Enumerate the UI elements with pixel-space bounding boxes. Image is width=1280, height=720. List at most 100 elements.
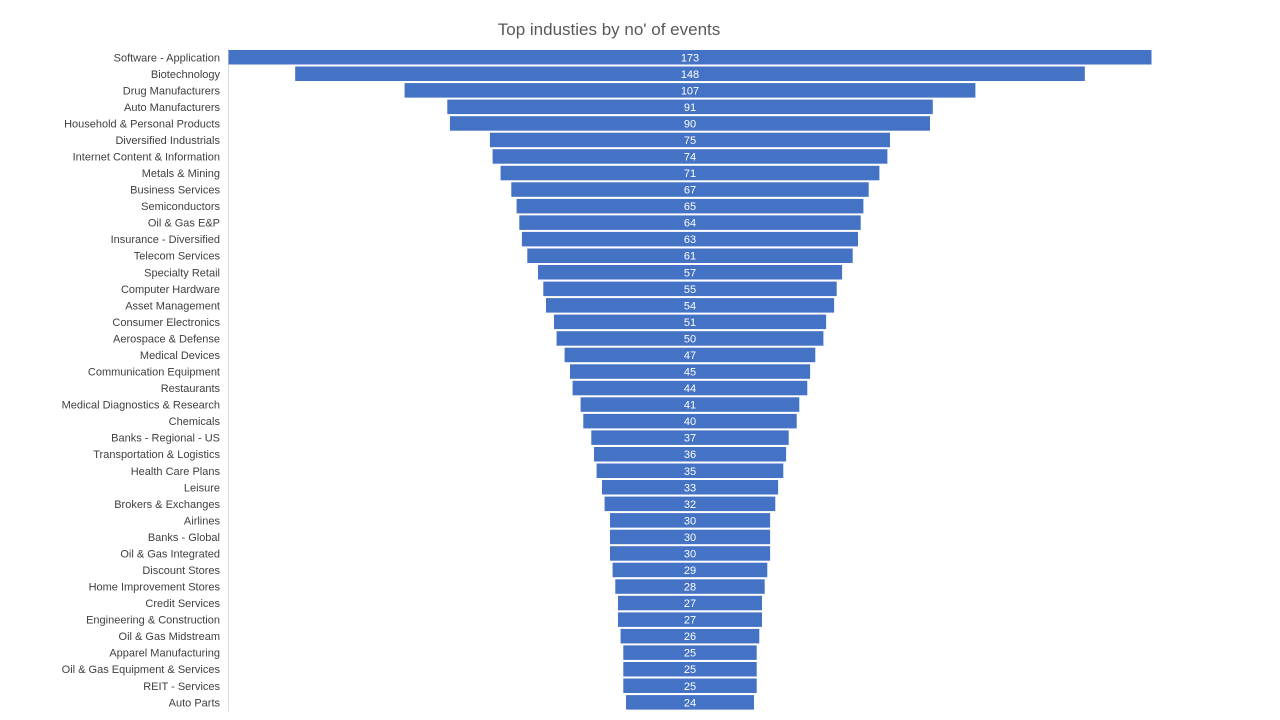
category-label: Internet Content & Information xyxy=(73,152,220,164)
bar xyxy=(580,397,800,412)
category-label: Credit Services xyxy=(145,598,220,610)
bar xyxy=(492,149,888,164)
data-label: 67 xyxy=(684,185,696,197)
data-label: 90 xyxy=(684,118,696,130)
bar xyxy=(618,595,762,611)
data-label: 65 xyxy=(684,201,696,213)
category-label: Specialty Retail xyxy=(144,267,220,279)
data-label: 64 xyxy=(684,218,696,230)
bar xyxy=(500,165,880,181)
category-label: Banks - Regional - US xyxy=(111,433,220,445)
data-label: 61 xyxy=(684,251,696,263)
bar xyxy=(594,447,787,462)
data-label: 32 xyxy=(684,499,696,511)
bar xyxy=(489,132,890,148)
category-label: Telecom Services xyxy=(134,251,221,263)
bar xyxy=(623,678,757,693)
data-label: 30 xyxy=(684,532,696,544)
bar xyxy=(511,182,869,197)
category-label: Apparel Manufacturing xyxy=(109,648,220,660)
category-label: Auto Manufacturers xyxy=(124,102,220,114)
bar xyxy=(228,50,1152,65)
data-label: 26 xyxy=(684,631,696,643)
category-label: Consumer Electronics xyxy=(112,317,220,329)
data-label: 35 xyxy=(684,466,696,478)
bar xyxy=(620,628,760,644)
bar xyxy=(610,513,771,528)
bar xyxy=(404,83,976,98)
data-label: 55 xyxy=(684,284,696,296)
bar xyxy=(604,496,776,512)
bar xyxy=(591,430,789,445)
data-label: 57 xyxy=(684,267,696,279)
bar xyxy=(554,314,827,330)
data-label: 41 xyxy=(684,400,696,412)
bar xyxy=(556,331,824,346)
data-label: 75 xyxy=(684,135,696,147)
bar xyxy=(623,645,757,660)
category-label: Semiconductors xyxy=(141,201,220,213)
bar xyxy=(618,612,762,627)
category-label: Drug Manufacturers xyxy=(123,85,221,97)
data-label: 30 xyxy=(684,515,696,527)
bar xyxy=(615,579,765,594)
category-label: Auto Parts xyxy=(169,697,221,709)
data-label: 30 xyxy=(684,549,696,561)
category-label: Oil & Gas E&P xyxy=(148,218,220,230)
category-label: Chemicals xyxy=(169,416,221,428)
category-label: Medical Diagnostics & Research xyxy=(62,400,220,412)
category-label: Communication Equipment xyxy=(88,367,220,379)
category-label: Banks - Global xyxy=(148,532,220,544)
category-label: Home Improvement Stores xyxy=(89,582,221,594)
category-label: Insurance - Diversified xyxy=(111,234,220,246)
data-label: 148 xyxy=(681,69,699,81)
data-label: 54 xyxy=(684,300,696,312)
bar xyxy=(610,529,771,545)
category-label: Health Care Plans xyxy=(131,466,221,478)
category-label: Transportation & Logistics xyxy=(93,449,220,461)
bar xyxy=(516,198,864,214)
bar xyxy=(546,298,835,313)
category-label: Asset Management xyxy=(125,300,220,312)
data-label: 25 xyxy=(684,681,696,693)
data-label: 107 xyxy=(681,85,699,97)
category-label: Leisure xyxy=(184,482,220,494)
data-label: 25 xyxy=(684,664,696,676)
data-label: 33 xyxy=(684,482,696,494)
data-label: 47 xyxy=(684,350,696,362)
bar xyxy=(596,463,784,478)
bar xyxy=(572,380,808,396)
data-label: 71 xyxy=(684,168,696,180)
category-label: Oil & Gas Midstream xyxy=(119,631,220,643)
data-label: 27 xyxy=(684,598,696,610)
category-label: Computer Hardware xyxy=(121,284,220,296)
bar xyxy=(447,99,933,115)
category-label: Household & Personal Products xyxy=(64,118,220,130)
category-label: Brokers & Exchanges xyxy=(114,499,220,511)
bar xyxy=(612,562,768,578)
data-label: 173 xyxy=(681,52,699,64)
bar xyxy=(449,116,930,131)
category-label: Metals & Mining xyxy=(142,168,220,180)
data-label: 50 xyxy=(684,333,696,345)
bar xyxy=(564,347,816,363)
bar xyxy=(610,546,771,561)
data-label: 91 xyxy=(684,102,696,114)
data-label: 36 xyxy=(684,449,696,461)
bar xyxy=(521,231,858,247)
bar xyxy=(623,662,757,677)
data-label: 40 xyxy=(684,416,696,428)
bar xyxy=(527,248,853,263)
data-label: 37 xyxy=(684,433,696,445)
data-label: 27 xyxy=(684,615,696,627)
bar xyxy=(519,215,861,230)
bar xyxy=(295,66,1085,81)
data-label: 51 xyxy=(684,317,696,329)
category-label: Biotechnology xyxy=(151,69,221,81)
chart-title: Top industies by no' of events xyxy=(497,20,721,39)
data-label: 25 xyxy=(684,648,696,660)
category-label: Discount Stores xyxy=(142,565,220,577)
category-label: Aerospace & Defense xyxy=(113,333,220,345)
